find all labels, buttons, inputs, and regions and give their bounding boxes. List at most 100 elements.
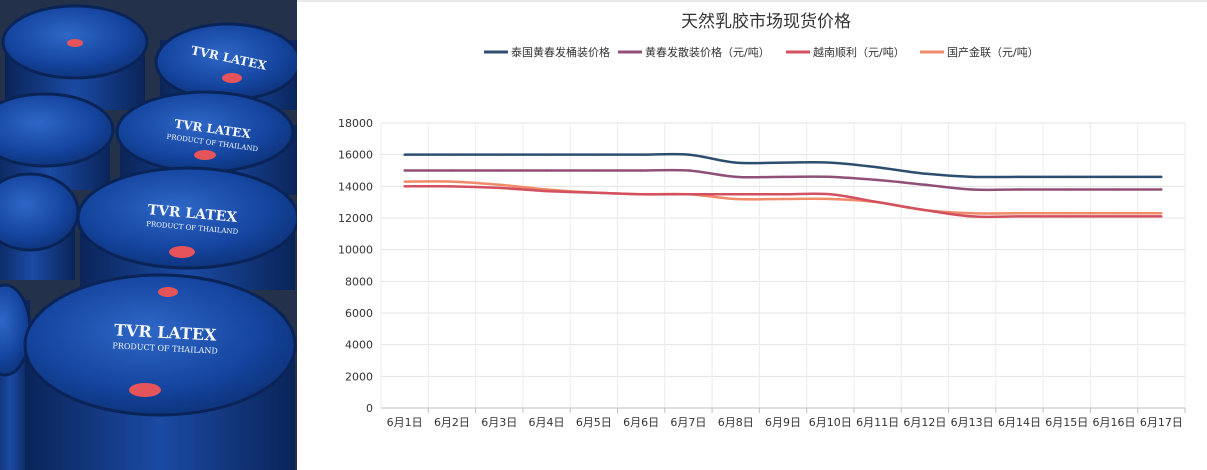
- y-tick-label: 14000: [338, 180, 373, 193]
- x-tick-label: 6月3日: [481, 416, 517, 429]
- legend-label: 泰国黄春发桶装价格: [511, 45, 610, 59]
- y-tick-label: 8000: [345, 275, 373, 288]
- data-point: [876, 200, 879, 204]
- series-1: [403, 152, 1163, 179]
- series-3: [403, 184, 1163, 219]
- data-point: [1112, 175, 1116, 179]
- data-point: [545, 153, 548, 156]
- barrel-label-text: TVR LATEX: [147, 202, 238, 226]
- y-tick-label: 10000: [338, 244, 373, 257]
- data-point: [923, 183, 927, 186]
- data-point: [1112, 188, 1116, 191]
- data-point: [734, 197, 737, 201]
- chart-series: [403, 152, 1163, 219]
- data-point: [498, 183, 501, 186]
- data-point: [403, 180, 406, 183]
- data-point: [1160, 175, 1163, 179]
- x-tick-label: 6月14日: [998, 416, 1041, 429]
- y-tick-label: 12000: [338, 212, 373, 225]
- y-tick-label: 0: [366, 402, 373, 415]
- data-point: [829, 161, 832, 164]
- y-tick-label: 6000: [345, 307, 373, 320]
- data-point: [687, 169, 690, 172]
- latex-barrels-illustration: TVR LATEX TVR LATEX PRODUCT OF THAILAND …: [0, 0, 297, 470]
- data-point: [781, 197, 785, 201]
- data-point: [1018, 188, 1021, 191]
- y-axis: 0 2000 4000 6000 8000 10000 12000 14000 16000 180…: [338, 117, 373, 415]
- x-tick-label: 6月7日: [670, 416, 706, 429]
- data-point: [970, 188, 974, 191]
- data-point: [829, 193, 832, 196]
- x-tick-label: 6月17日: [1140, 416, 1183, 429]
- latex-barrels-photo: TVR LATEX TVR LATEX PRODUCT OF THAILAND …: [0, 0, 297, 470]
- data-point: [545, 189, 548, 193]
- data-point: [1065, 188, 1068, 191]
- y-tick-label: 16000: [338, 149, 373, 162]
- x-tick-label: 6月8日: [718, 416, 754, 429]
- legend-item: 泰国黄春发桶装价格: [484, 45, 610, 59]
- data-point: [592, 191, 596, 194]
- legend-item: 黄春发散装价格（元/吨）: [618, 45, 770, 59]
- data-point: [1160, 215, 1163, 218]
- legend-item: 国产金联（元/吨）: [920, 45, 1039, 59]
- x-tick-label: 6月4日: [529, 416, 565, 429]
- x-tick-label: 6月12日: [903, 416, 946, 429]
- x-axis: 6月1日 6月2日 6月3日 6月4日 6月5日 6月6日 6月7日 6月8日 6月9日 6月10…: [381, 407, 1186, 429]
- data-point: [1112, 215, 1116, 218]
- data-point: [1018, 215, 1021, 218]
- data-point: [781, 161, 785, 164]
- data-point: [403, 153, 406, 156]
- data-point: [498, 169, 501, 172]
- data-point: [876, 178, 879, 182]
- data-point: [687, 193, 690, 196]
- series-2: [403, 168, 1163, 192]
- x-tick-label: 6月2日: [434, 416, 470, 429]
- data-point: [1112, 212, 1116, 215]
- data-point: [403, 169, 406, 172]
- data-point: [970, 175, 974, 179]
- data-point: [450, 185, 454, 188]
- x-tick-label: 6月6日: [623, 416, 659, 429]
- chart-title: 天然乳胶市场现货价格: [681, 12, 851, 32]
- data-point: [1160, 212, 1163, 215]
- data-point: [1065, 175, 1068, 179]
- data-point: [592, 169, 596, 172]
- x-tick-label: 6月10日: [809, 416, 852, 429]
- x-tick-label: 6月13日: [951, 416, 994, 429]
- data-point: [403, 185, 406, 188]
- data-point: [639, 193, 643, 196]
- data-point: [829, 197, 832, 201]
- series-4: [403, 180, 1163, 215]
- data-point: [1065, 212, 1068, 215]
- data-point: [781, 193, 785, 196]
- price-line-chart: 天然乳胶市场现货价格 泰国黄春发桶装价格 黄春发散装价格（元/吨） 越南顺利（元/吨…: [338, 12, 1186, 429]
- data-point: [970, 212, 974, 215]
- series-line: [404, 152, 1162, 179]
- x-tick-label: 6月1日: [387, 416, 423, 429]
- data-point: [639, 153, 643, 156]
- x-tick-label: 6月11日: [856, 416, 899, 429]
- data-point: [639, 169, 643, 172]
- data-point: [498, 153, 501, 156]
- data-point: [970, 215, 974, 218]
- data-point: [923, 208, 927, 212]
- x-tick-label: 6月9日: [765, 416, 801, 429]
- data-point: [923, 172, 927, 175]
- data-point: [450, 180, 454, 183]
- x-tick-label: 6月15日: [1045, 416, 1088, 429]
- data-point: [734, 175, 737, 179]
- data-point: [450, 153, 454, 156]
- chart-legend: 泰国黄春发桶装价格 黄春发散装价格（元/吨） 越南顺利（元/吨） 国产金联（元/吨）: [484, 45, 1039, 59]
- data-point: [1018, 212, 1021, 215]
- y-tick-label: 2000: [345, 370, 373, 383]
- data-point: [1160, 188, 1163, 191]
- legend-label: 国产金联（元/吨）: [947, 45, 1039, 59]
- data-point: [1018, 175, 1021, 179]
- data-point: [829, 175, 832, 179]
- chart-grid: [380, 122, 1186, 409]
- legend-label: 越南顺利（元/吨）: [813, 45, 905, 59]
- data-point: [592, 153, 596, 156]
- data-point: [734, 161, 737, 164]
- legend-label: 黄春发散装价格（元/吨）: [645, 45, 770, 59]
